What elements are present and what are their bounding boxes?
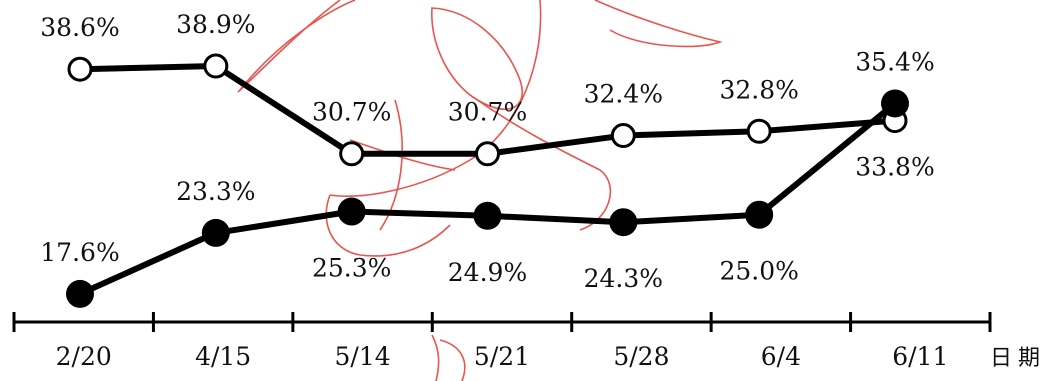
data-label: 38.9%	[176, 10, 255, 39]
data-point-open	[339, 141, 365, 167]
data-point-open	[67, 56, 93, 82]
data-label: 33.8%	[855, 153, 934, 182]
x-tick-label: 6/11	[892, 342, 948, 371]
data-point-open	[610, 123, 636, 149]
data-label: 30.7%	[448, 98, 527, 127]
data-label: 32.4%	[584, 80, 663, 109]
data-point-filled	[201, 218, 230, 247]
data-label: 35.4%	[855, 47, 934, 76]
x-tick-label: 5/14	[335, 342, 391, 371]
data-point-filled	[881, 89, 909, 118]
x-tick-label: 2/20	[56, 342, 112, 371]
x-tick-label: 6/4	[761, 342, 801, 371]
data-point-filled	[337, 197, 366, 226]
data-label: 23.3%	[176, 177, 255, 206]
data-label: 38.6%	[40, 13, 119, 42]
x-axis-unit-label: 日期	[990, 346, 1046, 371]
x-tick-label: 4/15	[195, 342, 251, 371]
data-point-open	[746, 118, 772, 144]
data-label: 32.8%	[719, 75, 798, 104]
series-group	[66, 53, 909, 308]
data-label: 25.3%	[312, 254, 391, 283]
data-label: 24.9%	[448, 258, 527, 287]
data-point-open	[203, 53, 229, 79]
data-label: 17.6%	[40, 238, 119, 267]
data-point-open	[475, 141, 500, 167]
x-axis: 2/20 4/15 5/14 5/21 5/28 6/4 6/11	[12, 312, 992, 371]
data-point-filled	[609, 208, 638, 237]
data-labels: 38.6% 38.9% 30.7% 30.7% 32.4% 32.8% 33.8% 17.6%…	[40, 10, 934, 293]
data-label: 25.0%	[719, 257, 798, 286]
data-label: 24.3%	[584, 264, 663, 293]
data-label: 30.7%	[312, 98, 391, 127]
data-point-filled	[473, 201, 502, 230]
x-tick-label: 5/28	[613, 342, 669, 371]
watermark-graphic	[237, 0, 723, 381]
x-tick-label: 5/21	[474, 342, 530, 371]
data-point-filled	[66, 279, 94, 308]
data-point-filled	[745, 200, 774, 229]
